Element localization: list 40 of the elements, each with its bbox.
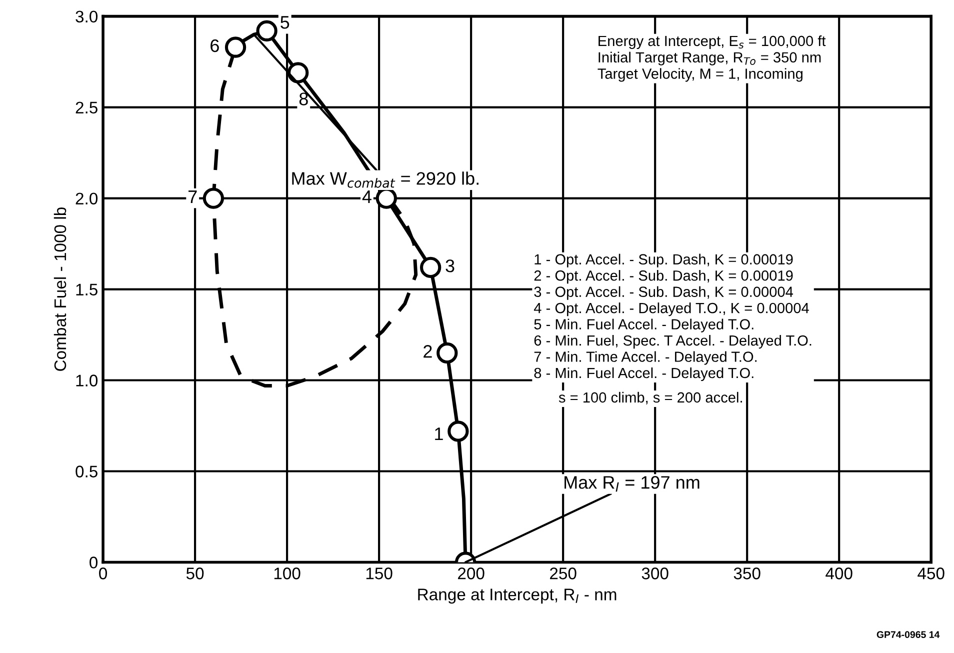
annotation: 3 xyxy=(446,260,454,272)
y-tick-label: 2.5 xyxy=(76,102,98,114)
y-tick-label: 2.0 xyxy=(76,192,98,204)
x-tick-label: 100 xyxy=(274,568,300,580)
point xyxy=(256,20,278,42)
x-tick-label: 50 xyxy=(186,568,204,580)
annotation: 6 xyxy=(210,39,219,52)
x-tick-label: 350 xyxy=(734,568,760,580)
y-tick-label: 0.5 xyxy=(76,466,98,478)
x-tick-label: 150 xyxy=(366,568,392,580)
annotation: 1 xyxy=(435,428,443,440)
annotation: Max W$_{combat}$ = 2920 lb. xyxy=(292,172,478,188)
y-tick-label: 1.0 xyxy=(76,374,98,386)
text: GP74-0965 14 xyxy=(876,631,940,638)
x-tick-label: 200 xyxy=(458,568,484,580)
annotation: Energy at Intercept, E$_{s}$ = 100,000 ft Initial Target Range, R$_{To}$ = 350 nm Target Velocity, M = 1, Incoming xyxy=(598,35,826,82)
annotation: s = 100 climb, s = 200 accel. xyxy=(558,392,742,404)
y-tick-label: 1.5 xyxy=(76,284,98,296)
x-tick-label: 0 xyxy=(99,568,108,580)
point xyxy=(288,62,309,84)
y-tick-label: 0 xyxy=(90,556,98,568)
point xyxy=(224,36,246,58)
point xyxy=(420,256,442,278)
x-tick-label: 300 xyxy=(642,568,668,580)
y-tick-label: 3.0 xyxy=(76,10,98,23)
annotation: 2 xyxy=(424,345,432,358)
annotation: 7 xyxy=(188,190,197,203)
annotation: 5 xyxy=(280,16,290,29)
x-tick-label: 400 xyxy=(826,568,852,580)
point xyxy=(202,188,224,209)
annotation: Max R$_{I}$ = 197 nm xyxy=(564,476,700,492)
y-axis-title: Combat Fuel - 1000 lb xyxy=(54,208,66,371)
point xyxy=(448,420,469,442)
x-tick-label: 250 xyxy=(550,568,576,580)
annotation: 1 - Opt. Accel. - Sup. Dash, K = 0.00019 2 - Opt. Accel. - Sub. Dash, K = 0.00019 3 - Opt. Accel. - Sub. Dash, K = 0.00004 4 - Opt. Accel. - Delayed T.O., K = 0.00004 5 - Min. Fuel Accel. - Delayed T.O. 6 - Min. Fuel, Spec. T Accel. - Delayed T.O. 7 - Min. Time Accel. - Delayed T.O. 8 - Min. Fuel Accel. - Delayed T.O. xyxy=(534,254,812,382)
annotation: 4 xyxy=(362,190,372,203)
x-tick-label: 450 xyxy=(918,568,944,580)
point xyxy=(436,342,458,364)
annotation: 8 xyxy=(299,92,308,106)
x-axis-title: Range at Intercept, R$_{I}$ - nm xyxy=(418,588,616,604)
